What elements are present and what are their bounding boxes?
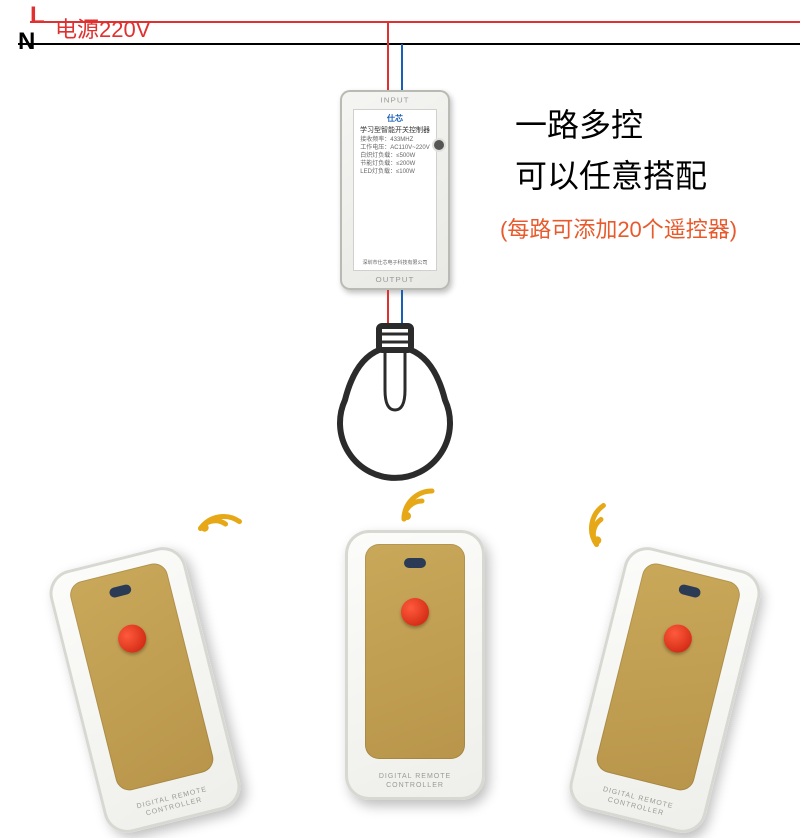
remote-face <box>594 560 743 793</box>
controller-title: 学习型智能开关控制器 <box>360 126 430 135</box>
remote-controller: DIGITAL REMOTECONTROLLER <box>345 530 485 800</box>
controller-brand: 仕芯 <box>387 114 403 124</box>
light-bulb-icon <box>315 320 475 500</box>
remote-label: DIGITAL REMOTECONTROLLER <box>345 773 485 790</box>
label-L: L <box>30 2 45 30</box>
controller-label-plate: 仕芯 学习型智能开关控制器 接收频率：433MHZ工作电压：AC110V~220… <box>353 109 437 271</box>
remote-power-button[interactable] <box>401 598 429 626</box>
remote-face <box>67 560 216 793</box>
controller-module: INPUT 仕芯 学习型智能开关控制器 接收频率：433MHZ工作电压：AC11… <box>340 90 450 290</box>
remote-face <box>365 544 465 759</box>
controller-specs: 接收频率：433MHZ工作电压：AC110V~220V白炽灯负载：≤500W节能… <box>360 137 429 176</box>
controller-footer: 深圳市仕芯电子科技有限公司 <box>362 260 427 267</box>
subline: (每路可添加20个遥控器) <box>500 212 737 244</box>
remote-power-button[interactable] <box>115 622 149 656</box>
controller-port-bottom: OUTPUT <box>376 275 415 283</box>
remote-controller: DIGITAL REMOTECONTROLLER <box>44 542 245 838</box>
label-N: N <box>18 28 35 56</box>
remote-power-button[interactable] <box>661 622 695 656</box>
remote-led <box>404 558 426 568</box>
wifi-icon <box>572 497 628 553</box>
label-voltage: 电源220V <box>55 12 150 44</box>
remote-controller: DIGITAL REMOTECONTROLLER <box>564 542 765 838</box>
remote-led <box>678 584 702 599</box>
wifi-icon <box>192 497 248 553</box>
controller-port-top: INPUT <box>381 96 410 104</box>
controller-learn-button[interactable] <box>434 140 444 150</box>
headline-line2: 可以任意搭配 <box>515 151 707 202</box>
remote-led <box>108 584 132 599</box>
headline: 一路多控 可以任意搭配 <box>515 100 707 202</box>
headline-line1: 一路多控 <box>515 100 707 151</box>
wifi-icon <box>398 485 438 525</box>
